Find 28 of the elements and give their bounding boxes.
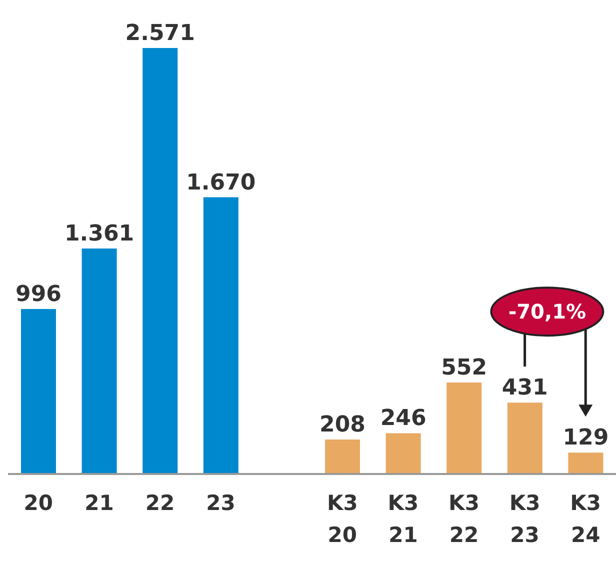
data-label: 208 xyxy=(320,412,366,438)
data-label: 996 xyxy=(16,282,62,307)
data-label: 2.571 xyxy=(125,21,195,46)
bar xyxy=(446,382,482,474)
x-tick-label: K3 21 xyxy=(388,491,419,547)
data-label: 431 xyxy=(502,376,548,401)
x-tick-label: K3 20 xyxy=(326,491,358,547)
bar xyxy=(325,440,360,474)
x-tick-label: K3 23 xyxy=(509,491,540,547)
bar xyxy=(386,433,421,474)
data-label: 552 xyxy=(441,356,488,381)
bar xyxy=(82,248,117,474)
x-tick-label: 23 xyxy=(206,491,236,515)
bar xyxy=(142,48,178,474)
x-tick-label: K3 22 xyxy=(448,491,480,547)
bar xyxy=(203,197,238,474)
bar xyxy=(568,452,604,474)
bar xyxy=(507,402,542,474)
x-tick-label: K3 24 xyxy=(570,491,602,547)
x-tick-label: 20 xyxy=(24,491,54,515)
data-label: 1.361 xyxy=(64,221,134,246)
data-label: 129 xyxy=(562,426,609,451)
x-tick-label: 21 xyxy=(84,491,114,515)
bar xyxy=(21,308,56,474)
annotation: -70,1% xyxy=(508,300,586,324)
data-label: 1.670 xyxy=(186,170,256,196)
data-label: 246 xyxy=(380,406,426,432)
x-tick-label: 22 xyxy=(145,491,175,515)
